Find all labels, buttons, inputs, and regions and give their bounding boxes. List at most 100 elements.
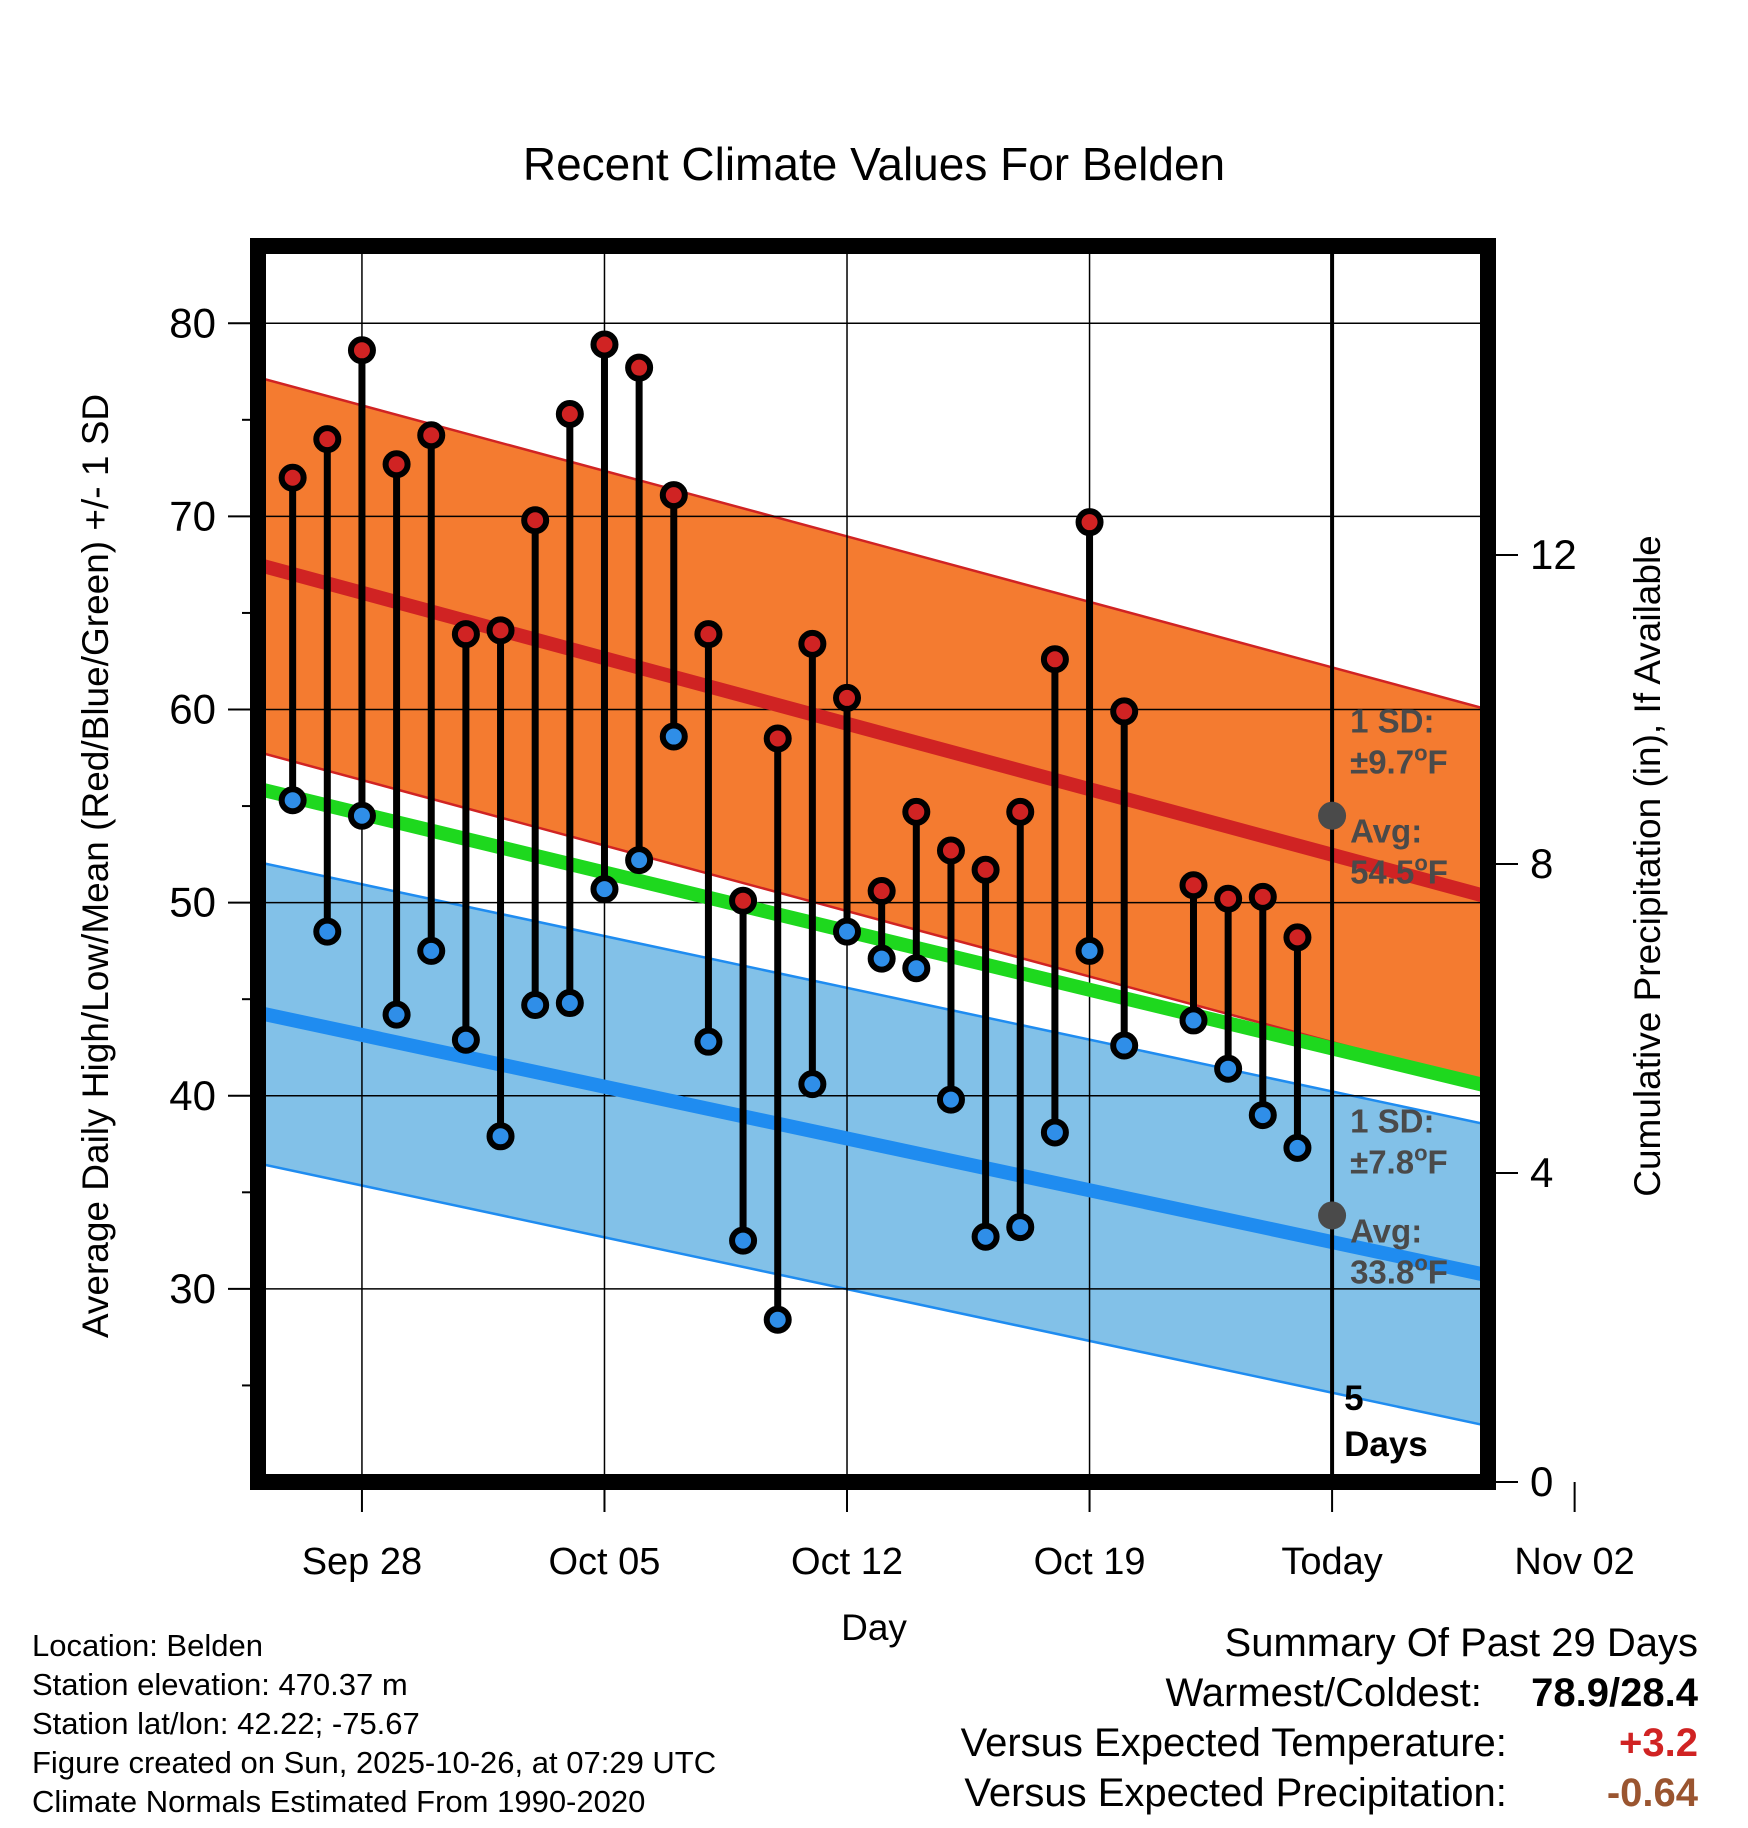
x-tick-label: Today [1281,1541,1382,1583]
forecast-days-number: 5 [1344,1379,1363,1418]
temp-departure-label: Versus Expected Temperature: [960,1721,1507,1765]
low-temp-point [971,1222,1000,1251]
high-temp-point [1006,797,1035,826]
y2-tick-label: 8 [1530,840,1553,887]
high-temp-point [555,400,584,429]
chart-title: Recent Climate Values For Belden [523,138,1225,190]
high-temp-point [590,330,619,359]
low-temp-point [659,722,688,751]
low-temp-point [798,1070,827,1099]
y2-tick-label: 4 [1530,1149,1553,1196]
y-tick-label: 40 [169,1072,216,1119]
precip-departure-value: -0.64 [1606,1771,1698,1815]
x-tick-label: Oct 19 [1034,1541,1146,1583]
low-avg-marker [1318,1201,1347,1230]
high-temp-point [1075,508,1104,537]
low-temp-point [833,917,862,946]
high-temp-point [486,616,515,645]
low-temp-point [1110,1031,1139,1060]
low-temp-point [867,944,896,973]
high-avg-value: 54.5oF [1350,851,1448,891]
normals-text: Climate Normals Estimated From 1990-2020 [32,1784,646,1819]
low-temp-point [486,1122,515,1151]
high-temp-point [347,336,376,365]
low-temp-point [1248,1101,1277,1130]
low-temp-point [694,1027,723,1056]
temp-departure-value: +3.2 [1619,1721,1698,1765]
high-temp-point [1179,871,1208,900]
high-temp-point [1283,923,1312,952]
low-temp-point [590,875,619,904]
y2-axis-label: Cumulative Precipitation (in), If Availa… [1627,535,1668,1197]
high-temp-point [1248,882,1277,911]
low-avg-line [258,1005,1488,1283]
low-avg-label: Avg: [1350,1212,1422,1249]
low-temp-point [936,1085,965,1114]
low-temp-point [313,917,342,946]
low-temp-point [625,846,654,875]
low-temp-point [1179,1006,1208,1035]
y-axis-label: Average Daily High/Low/Mean (Red/Blue/Gr… [75,394,116,1338]
high-temp-point [763,724,792,753]
low-sd-label: 1 SD: [1350,1102,1434,1139]
y2-tick-label: 0 [1530,1458,1553,1505]
high-temp-point [833,683,862,712]
summary-title: Summary Of Past 29 Days [1224,1621,1698,1665]
y-tick-label: 50 [169,879,216,926]
warmest-coldest-value: 78.9/28.4 [1531,1671,1698,1715]
high-sd-value: ±9.7oF [1350,741,1448,781]
y-tick-label: 80 [169,299,216,346]
elevation-text: Station elevation: 470.37 m [32,1667,408,1702]
low-temp-point [347,801,376,830]
low-temp-point [1214,1054,1243,1083]
high-temp-point [867,877,896,906]
low-temp-point [902,954,931,983]
high-temp-point [417,421,446,450]
created-text: Figure created on Sun, 2025-10-26, at 07… [32,1745,717,1780]
low-temp-point [729,1226,758,1255]
high-temp-point [729,886,758,915]
plot-content [258,246,1488,1482]
high-temp-point [659,481,688,510]
high-temp-point [382,450,411,479]
low-temp-point [555,989,584,1018]
high-sd-label: 1 SD: [1350,703,1434,740]
high-temp-point [278,463,307,492]
low-temp-point [1006,1213,1035,1242]
low-temp-point [521,990,550,1019]
low-temp-point [278,786,307,815]
high-temp-point [798,629,827,658]
high-temp-point [1214,884,1243,913]
y-tick-label: 30 [169,1265,216,1312]
low-sd-value: ±7.8oF [1350,1140,1448,1180]
low-temp-point [417,936,446,965]
precip-departure-label: Versus Expected Precipitation: [964,1771,1507,1815]
high-temp-point [521,506,550,535]
low-temp-point [763,1305,792,1334]
station-info: Location: Belden Station elevation: 470.… [32,1626,716,1821]
high-temp-point [694,620,723,649]
high-temp-point [971,855,1000,884]
low-avg-value: 33.8oF [1350,1250,1448,1290]
high-temp-point [1040,645,1069,674]
x-axis-label: Day [841,1607,907,1648]
high-temp-point [1110,697,1139,726]
x-tick-label: Sep 28 [302,1541,422,1583]
high-temp-point [451,620,480,649]
y-tick-label: 60 [169,686,216,733]
x-tick-label: Oct 12 [791,1541,903,1583]
forecast-days-label: Days [1344,1425,1428,1464]
precip-departure-row: Versus Expected Precipitation: -0.64 [961,1768,1698,1818]
summary-panel: Summary Of Past 29 Days Warmest/Coldest:… [961,1618,1698,1818]
high-avg-line [258,557,1488,904]
y-tick-label: 70 [169,492,216,539]
low-temp-point [382,1000,411,1029]
low-temp-point [451,1025,480,1054]
high-temp-point [625,353,654,382]
low-temp-point [1075,936,1104,965]
warmest-coldest-label: Warmest/Coldest: [1165,1671,1482,1715]
high-temp-point [936,836,965,865]
temp-departure-row: Versus Expected Temperature: +3.2 [961,1718,1698,1768]
